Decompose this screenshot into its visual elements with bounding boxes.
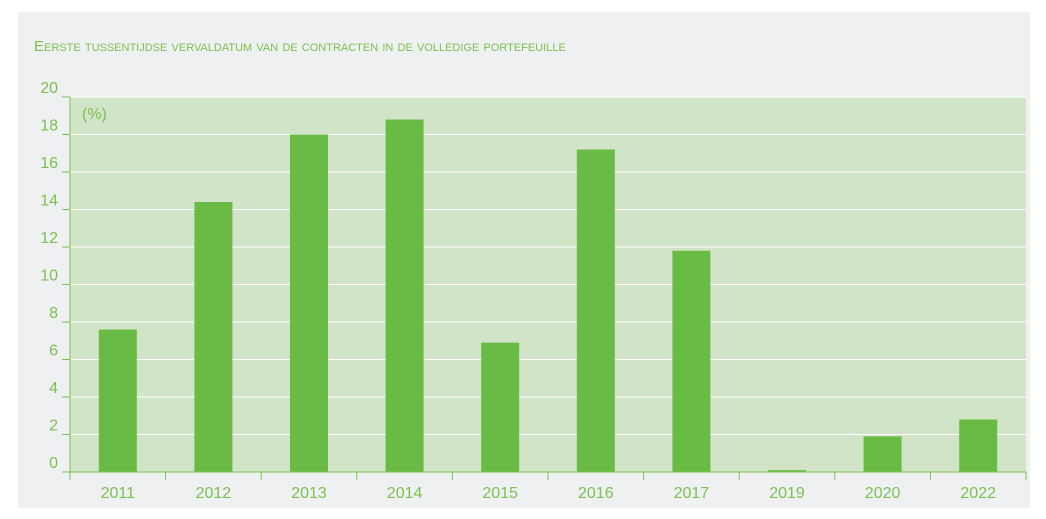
x-tick-label: 2012: [196, 485, 232, 502]
y-tick-label: 12: [40, 230, 58, 247]
bar: [194, 202, 233, 472]
x-tick-label: 2022: [960, 485, 996, 502]
bar: [481, 342, 520, 472]
unit-label: (%): [82, 106, 107, 123]
y-tick-label: 8: [49, 305, 58, 322]
y-tick-label: 6: [49, 343, 58, 360]
bar: [576, 149, 615, 472]
bar: [290, 134, 328, 472]
marks: [98, 119, 998, 472]
y-tick-label: 14: [40, 193, 58, 210]
y-tick-label: 16: [40, 155, 58, 172]
chart-title: Eerste tussentijdse vervaldatum van de c…: [34, 38, 566, 55]
bar: [768, 470, 806, 472]
y-tick-label: 10: [40, 268, 58, 285]
x-tick-label: 2016: [578, 485, 614, 502]
bar: [672, 250, 711, 472]
bar: [98, 329, 137, 472]
y-tick-label: 2: [49, 418, 58, 435]
bar: [959, 419, 998, 472]
y-tick-label: 18: [40, 118, 58, 135]
bar: [863, 436, 902, 472]
x-tick-label: 2020: [865, 485, 901, 502]
x-tick-label: 2017: [674, 485, 710, 502]
x-tick-label: 2019: [769, 485, 805, 502]
x-tick-label: 2011: [101, 485, 136, 502]
x-tick-label: 2015: [482, 485, 518, 502]
x-tick-label: 2014: [387, 485, 423, 502]
x-tick-label: 2013: [291, 485, 327, 502]
y-tick-label: 20: [40, 80, 58, 97]
y-tick-label: 4: [49, 380, 58, 397]
y-tick-label: 0: [49, 455, 58, 472]
bar: [385, 119, 424, 472]
